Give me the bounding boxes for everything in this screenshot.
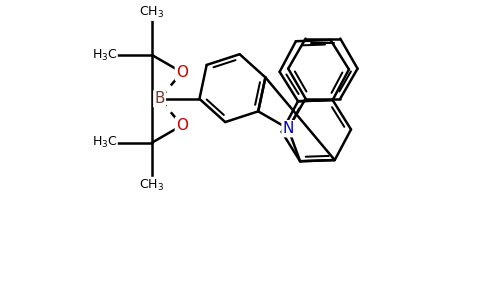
Text: O: O: [176, 118, 188, 133]
Text: CH$_3$: CH$_3$: [139, 5, 165, 20]
Text: N: N: [283, 121, 294, 136]
Text: CH$_3$: CH$_3$: [139, 177, 165, 193]
Text: O: O: [176, 65, 188, 80]
Text: B: B: [154, 92, 165, 106]
Text: H$_3$C: H$_3$C: [91, 47, 117, 62]
Text: H$_3$C: H$_3$C: [91, 135, 117, 150]
